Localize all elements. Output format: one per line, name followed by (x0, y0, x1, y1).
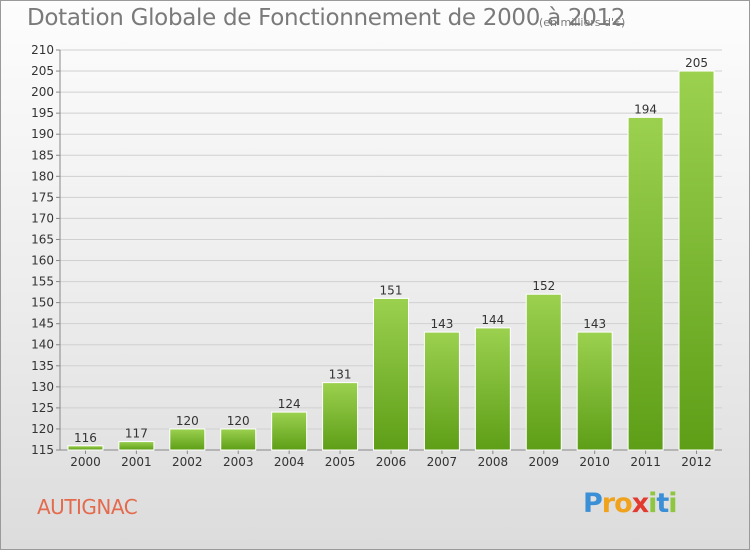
y-tick-label: 130 (31, 380, 54, 394)
bar (373, 297, 409, 451)
commune-name: AUTIGNAC (37, 495, 138, 519)
chart-title: Dotation Globale de Fonctionnement de 20… (27, 5, 626, 31)
y-tick-label: 120 (31, 422, 54, 436)
logo-letter: o (614, 488, 633, 519)
logo-letter: P (583, 488, 603, 519)
x-tick-label: 2004 (274, 455, 305, 469)
y-tick-label: 210 (31, 43, 54, 57)
y-tick-label: 150 (31, 296, 54, 310)
value-label: 124 (278, 397, 301, 411)
bar (169, 428, 206, 451)
x-tick-label: 2005 (325, 455, 356, 469)
y-tick-label: 190 (31, 127, 54, 141)
y-tick-label: 135 (31, 359, 54, 373)
y-tick-label: 165 (31, 232, 54, 246)
y-tick-label: 170 (31, 211, 54, 225)
value-label: 120 (227, 414, 250, 428)
x-tick-label: 2010 (579, 455, 610, 469)
y-tick-label: 160 (31, 254, 54, 268)
y-tick-label: 195 (31, 106, 54, 120)
value-label: 116 (74, 431, 97, 445)
bar (423, 331, 460, 451)
bar (220, 428, 257, 451)
x-tick-label: 2012 (681, 455, 712, 469)
value-label: 120 (176, 414, 199, 428)
value-label: 152 (532, 279, 555, 293)
x-tick-label: 2001 (121, 455, 152, 469)
x-tick-label: 2008 (478, 455, 509, 469)
y-tick-label: 155 (31, 275, 54, 289)
y-tick-label: 200 (31, 85, 54, 99)
x-tick-label: 2002 (172, 455, 203, 469)
x-tick-label: 2006 (376, 455, 407, 469)
x-tick-label: 2007 (427, 455, 458, 469)
value-label: 151 (380, 283, 403, 297)
y-tick-label: 145 (31, 317, 54, 331)
y-tick-label: 125 (31, 401, 54, 415)
value-label: 205 (685, 56, 708, 70)
logo-letter: r (601, 488, 615, 519)
y-tick-label: 180 (31, 169, 54, 183)
value-label: 144 (481, 313, 504, 327)
y-tick-label: 115 (31, 443, 54, 457)
x-tick-label: 2003 (223, 455, 254, 469)
logo-letter: i (648, 488, 657, 519)
logo-letter: t (656, 488, 669, 519)
proxiti-logo: Proxiti (583, 488, 678, 519)
x-tick-label: 2011 (630, 455, 661, 469)
labels: 115 120 125 130 135 140 145 150 155 160 165 170 175 1… (31, 43, 712, 469)
y-tick-label: 185 (31, 148, 54, 162)
chart-subtitle: (en milliers d'€) (539, 16, 626, 29)
logo-letter: x (631, 488, 649, 519)
bar (627, 116, 664, 451)
bar (271, 411, 308, 451)
bar (576, 331, 613, 451)
value-label: 143 (430, 317, 453, 331)
x-tick-label: 2009 (528, 455, 559, 469)
bar (118, 441, 155, 451)
value-label: 117 (125, 427, 148, 441)
y-tick-label: 205 (31, 64, 54, 78)
value-label: 143 (583, 317, 606, 331)
bar (525, 293, 562, 451)
y-tick-label: 140 (31, 338, 54, 352)
bar (678, 70, 715, 451)
bar (322, 382, 359, 451)
value-label: 131 (329, 368, 352, 382)
value-label: 194 (634, 102, 657, 116)
bar (474, 327, 511, 451)
logo-letter: i (668, 488, 677, 519)
bars (67, 70, 715, 451)
x-tick-label: 2000 (70, 455, 101, 469)
y-tick-label: 175 (31, 190, 54, 204)
bar (67, 445, 104, 451)
